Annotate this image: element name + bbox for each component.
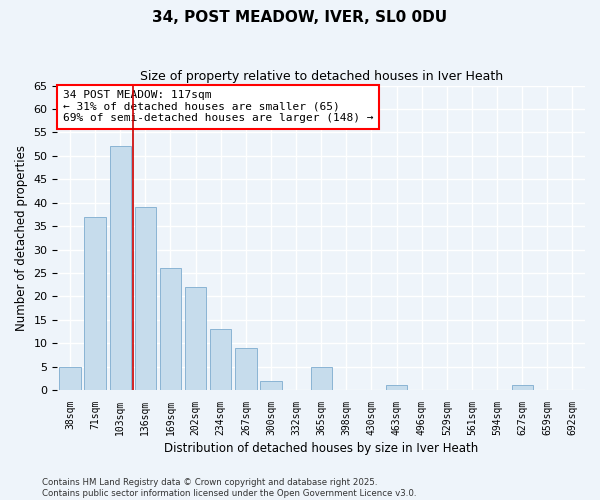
Bar [160, 268, 181, 390]
Y-axis label: Number of detached properties: Number of detached properties [15, 145, 28, 331]
Text: 34, POST MEADOW, IVER, SL0 0DU: 34, POST MEADOW, IVER, SL0 0DU [152, 10, 448, 25]
Bar [134, 208, 156, 390]
Bar [185, 287, 206, 390]
Bar [59, 366, 80, 390]
Bar [311, 366, 332, 390]
Bar [235, 348, 257, 390]
Bar [110, 146, 131, 390]
Bar [386, 386, 407, 390]
Bar [512, 386, 533, 390]
Bar [210, 329, 232, 390]
Text: 34 POST MEADOW: 117sqm
← 31% of detached houses are smaller (65)
69% of semi-det: 34 POST MEADOW: 117sqm ← 31% of detached… [62, 90, 373, 124]
Title: Size of property relative to detached houses in Iver Heath: Size of property relative to detached ho… [140, 70, 503, 83]
Bar [260, 380, 281, 390]
X-axis label: Distribution of detached houses by size in Iver Heath: Distribution of detached houses by size … [164, 442, 478, 455]
Text: Contains HM Land Registry data © Crown copyright and database right 2025.
Contai: Contains HM Land Registry data © Crown c… [42, 478, 416, 498]
Bar [85, 216, 106, 390]
